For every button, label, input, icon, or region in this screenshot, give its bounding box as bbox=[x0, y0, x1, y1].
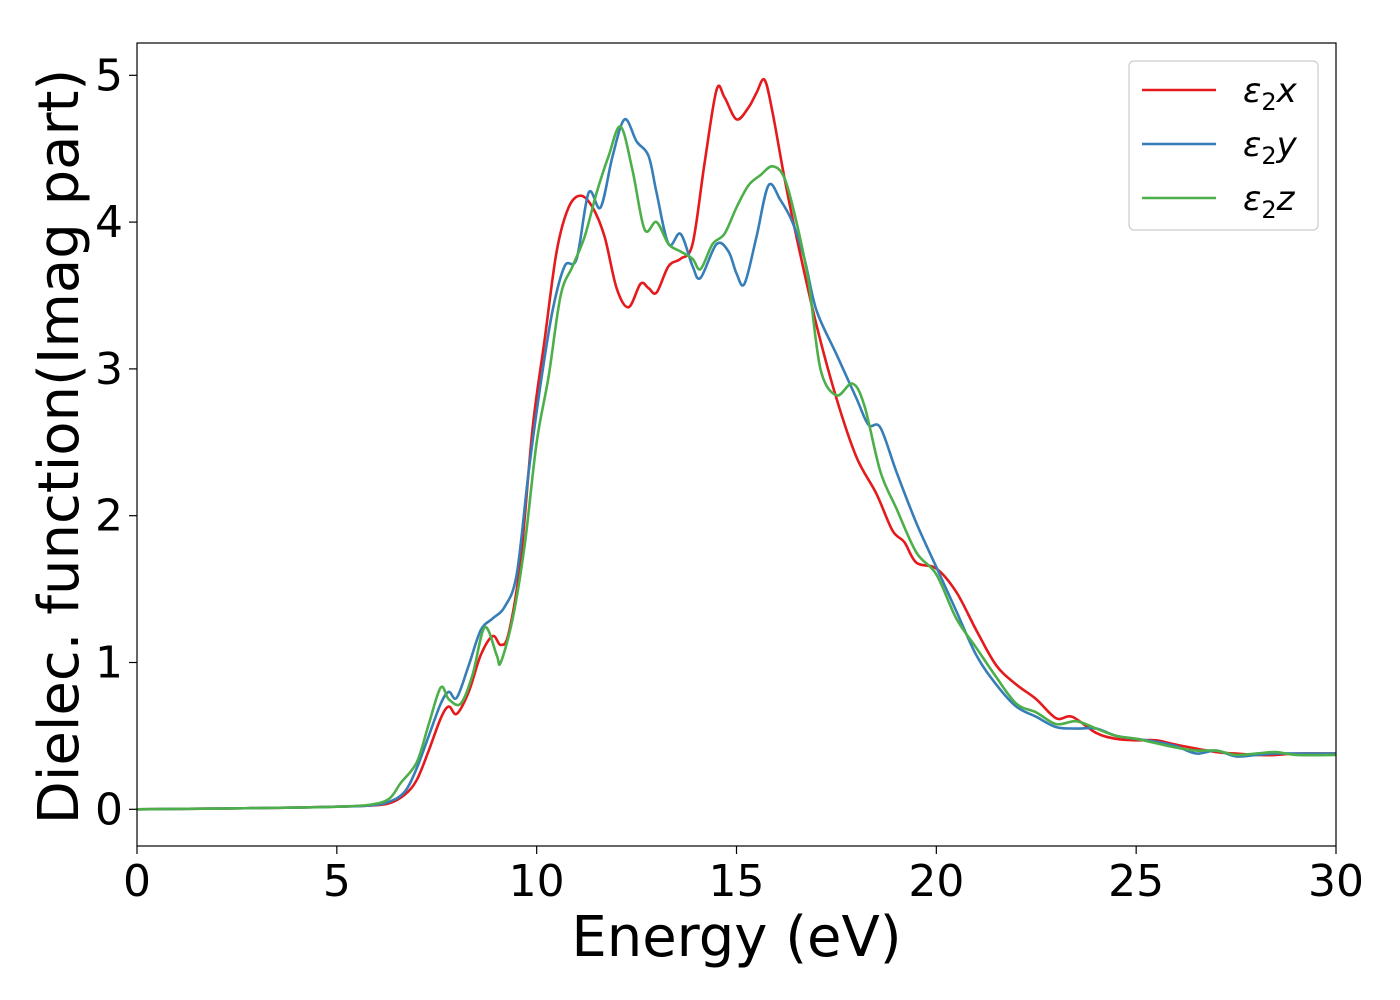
x-tick-label: 25 bbox=[1108, 856, 1164, 907]
x-tick-label: 20 bbox=[908, 856, 964, 907]
legend-label-y: ε2y bbox=[1243, 125, 1298, 170]
y-tick-label: 2 bbox=[95, 491, 123, 542]
legend: ε2x ε2y ε2z bbox=[1128, 60, 1319, 231]
series-line-z bbox=[137, 125, 1336, 811]
y-axis-title: Dielec. function(Imag part) bbox=[27, 69, 92, 825]
x-axis-title: Energy (eV) bbox=[571, 905, 901, 970]
y-tick-label: 1 bbox=[95, 637, 123, 688]
axis-ticks: 0 5 10 15 20 25 30 0 1 2 3 4 5 bbox=[95, 50, 1364, 907]
x-tick-label: 10 bbox=[509, 856, 565, 907]
series-line-x bbox=[137, 77, 1336, 811]
x-tick-label: 5 bbox=[323, 856, 351, 907]
series-line-y bbox=[137, 118, 1336, 811]
y-tick-label: 5 bbox=[95, 50, 123, 101]
y-tick-label: 3 bbox=[95, 344, 123, 395]
x-tick-label: 30 bbox=[1308, 856, 1364, 907]
y-tick-label: 0 bbox=[95, 784, 123, 835]
legend-label-x: ε2x bbox=[1243, 71, 1298, 116]
legend-box bbox=[1128, 60, 1319, 231]
plot-area bbox=[137, 77, 1336, 811]
x-tick-label: 15 bbox=[709, 856, 765, 907]
legend-label-z: ε2z bbox=[1243, 179, 1296, 224]
y-tick-label: 4 bbox=[95, 197, 123, 248]
plot-frame bbox=[136, 42, 1337, 847]
x-tick-label: 0 bbox=[123, 856, 151, 907]
